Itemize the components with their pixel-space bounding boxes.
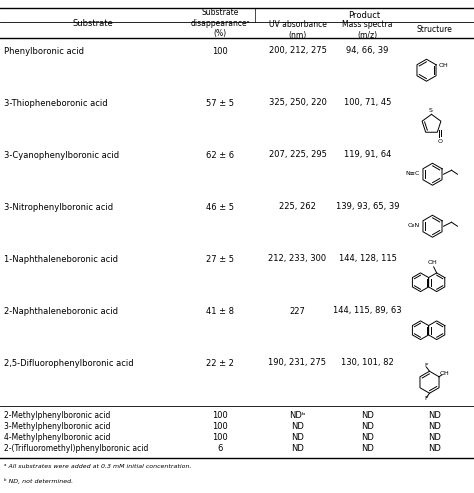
Text: UV absorbance
(nm): UV absorbance (nm)	[269, 20, 327, 40]
Text: 130, 101, 82: 130, 101, 82	[341, 358, 394, 367]
Text: 3-Methylphenylboronic acid: 3-Methylphenylboronic acid	[4, 422, 110, 431]
Text: ND: ND	[361, 411, 374, 420]
Text: 2,5-Difluorophenylboronic acid: 2,5-Difluorophenylboronic acid	[4, 358, 134, 367]
Text: N≡C: N≡C	[405, 171, 419, 176]
Text: ND: ND	[361, 444, 374, 453]
Text: 100: 100	[212, 46, 228, 56]
Text: F: F	[425, 396, 428, 401]
Text: OH: OH	[438, 63, 448, 68]
Text: Mass spectra
(m/z): Mass spectra (m/z)	[342, 20, 393, 40]
Text: OH: OH	[440, 371, 450, 376]
Text: 27 ± 5: 27 ± 5	[206, 254, 234, 263]
Text: 119, 91, 64: 119, 91, 64	[344, 150, 391, 160]
Text: OH: OH	[428, 260, 438, 265]
Text: 3-Thiopheneboronic acid: 3-Thiopheneboronic acid	[4, 99, 108, 107]
Text: ND: ND	[291, 444, 304, 453]
Text: 1-Naphthaleneboronic acid: 1-Naphthaleneboronic acid	[4, 254, 118, 263]
Text: 4-Methylphenylboronic acid: 4-Methylphenylboronic acid	[4, 433, 110, 442]
Text: 57 ± 5: 57 ± 5	[206, 99, 234, 107]
Text: 41 ± 8: 41 ± 8	[206, 307, 234, 316]
Text: 94, 66, 39: 94, 66, 39	[346, 46, 389, 56]
Text: 212, 233, 300: 212, 233, 300	[268, 254, 327, 263]
Text: Product: Product	[348, 10, 381, 20]
Text: 6: 6	[217, 444, 223, 453]
Text: Substrate
disappearanceᵃ
(%): Substrate disappearanceᵃ (%)	[190, 8, 250, 38]
Text: ᵇ ND, not determined.: ᵇ ND, not determined.	[4, 478, 73, 484]
Text: 2-(Trifluoromethyl)phenylboronic acid: 2-(Trifluoromethyl)phenylboronic acid	[4, 444, 148, 453]
Text: 2-Methylphenylboronic acid: 2-Methylphenylboronic acid	[4, 411, 110, 420]
Text: 207, 225, 295: 207, 225, 295	[269, 150, 327, 160]
Text: 144, 128, 115: 144, 128, 115	[338, 254, 396, 263]
Text: 62 ± 6: 62 ± 6	[206, 150, 234, 160]
Text: 100: 100	[212, 411, 228, 420]
Text: Substrate: Substrate	[72, 19, 113, 28]
Text: 100, 71, 45: 100, 71, 45	[344, 99, 391, 107]
Text: 225, 262: 225, 262	[279, 203, 316, 211]
Text: 190, 231, 275: 190, 231, 275	[268, 358, 327, 367]
Text: 227: 227	[290, 307, 305, 316]
Text: Structure: Structure	[417, 26, 453, 35]
Text: ND: ND	[428, 411, 441, 420]
Text: 3-Cyanophenylboronic acid: 3-Cyanophenylboronic acid	[4, 150, 119, 160]
Text: ND: ND	[428, 433, 441, 442]
Text: 100: 100	[212, 433, 228, 442]
Text: ᵃ All substrates were added at 0.3 mM initial concentration.: ᵃ All substrates were added at 0.3 mM in…	[4, 464, 191, 469]
Text: NDᵇ: NDᵇ	[289, 411, 306, 420]
Text: ND: ND	[291, 433, 304, 442]
Text: 2-Naphthaleneboronic acid: 2-Naphthaleneboronic acid	[4, 307, 118, 316]
Text: 200, 212, 275: 200, 212, 275	[269, 46, 327, 56]
Text: F: F	[425, 363, 428, 368]
Text: S: S	[428, 108, 432, 113]
Text: 3-Nitrophenylboronic acid: 3-Nitrophenylboronic acid	[4, 203, 113, 211]
Text: 325, 250, 220: 325, 250, 220	[269, 99, 327, 107]
Text: ND: ND	[428, 444, 441, 453]
Text: ND: ND	[361, 433, 374, 442]
Text: 46 ± 5: 46 ± 5	[206, 203, 234, 211]
Text: 22 ± 2: 22 ± 2	[206, 358, 234, 367]
Text: O: O	[438, 139, 443, 144]
Text: 100: 100	[212, 422, 228, 431]
Text: ND: ND	[361, 422, 374, 431]
Text: 139, 93, 65, 39: 139, 93, 65, 39	[336, 203, 399, 211]
Text: 144, 115, 89, 63: 144, 115, 89, 63	[333, 307, 402, 316]
Text: O₂N: O₂N	[407, 223, 419, 228]
Text: ND: ND	[291, 422, 304, 431]
Text: Phenylboronic acid: Phenylboronic acid	[4, 46, 84, 56]
Text: ND: ND	[428, 422, 441, 431]
